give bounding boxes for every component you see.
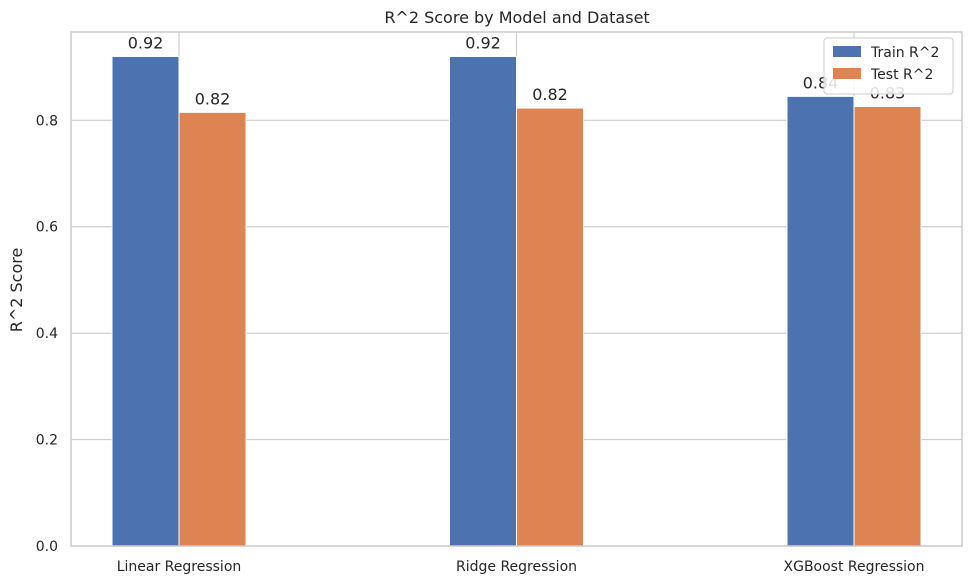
legend-swatch <box>833 46 861 57</box>
legend-label: Test R^2 <box>870 67 933 83</box>
legend-label: Train R^2 <box>870 45 939 61</box>
bar-test <box>516 107 584 547</box>
y-tick-label: 0.2 <box>36 433 58 449</box>
y-tick-label: 0.4 <box>36 326 58 342</box>
data-label: 0.92 <box>128 33 164 52</box>
data-label: 0.92 <box>465 33 501 52</box>
x-tick-label: Ridge Regression <box>456 559 577 575</box>
chart-title: R^2 Score by Model and Dataset <box>384 8 649 27</box>
y-tick-label: 0.8 <box>36 113 58 129</box>
bar-train <box>786 95 855 547</box>
bars <box>111 55 922 547</box>
bar-train <box>111 55 180 547</box>
x-tick-label: XGBoost Regression <box>784 559 925 575</box>
data-label: 0.82 <box>532 85 568 104</box>
axes: 0.0 0.2 0.4 0.6 0.8 Linear Regression Ridge Re… <box>36 31 963 575</box>
y-axis-title: R^2 Score <box>7 248 26 333</box>
legend-swatch <box>833 68 861 79</box>
x-tick-label: Linear Regression <box>117 559 242 575</box>
data-label: 0.82 <box>195 89 231 108</box>
y-tick-label: 0.0 <box>36 539 58 555</box>
bar-test <box>178 111 247 547</box>
bar-test <box>853 105 922 547</box>
bar-train <box>449 55 517 547</box>
y-tick-label: 0.6 <box>36 220 58 236</box>
legend: Train R^2 Test R^2 <box>823 37 954 95</box>
plot-frame <box>70 31 963 547</box>
